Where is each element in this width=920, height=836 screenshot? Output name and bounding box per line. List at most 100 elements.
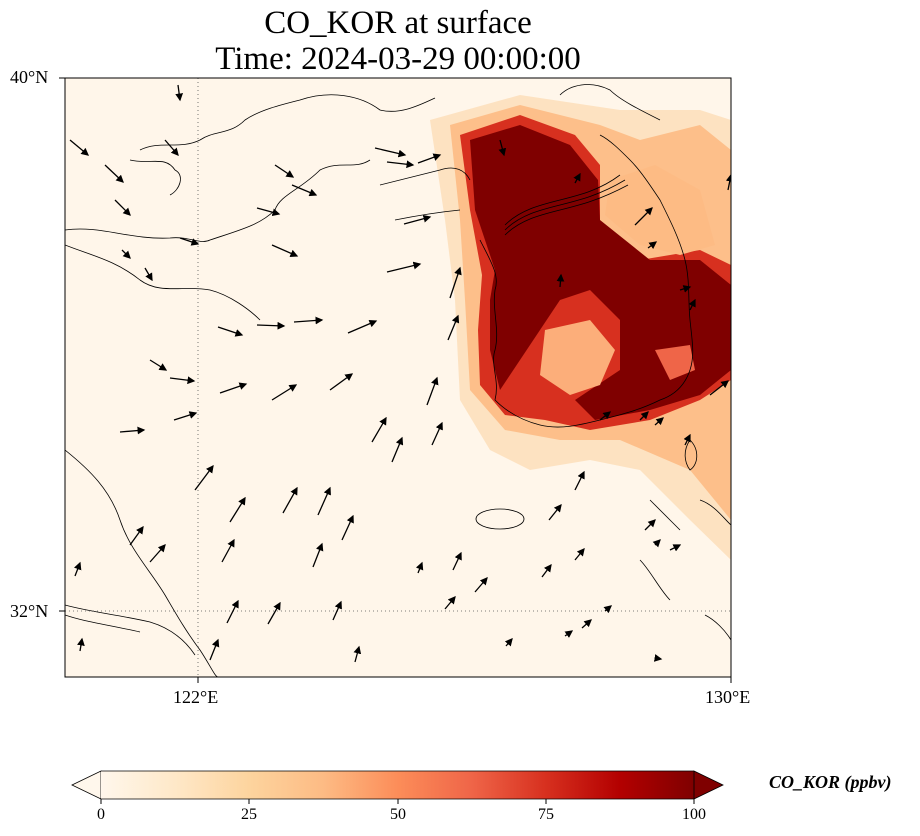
wind-arrow xyxy=(574,547,585,561)
wind-arrow xyxy=(179,237,200,246)
wind-arrow xyxy=(644,519,656,531)
wind-arrow xyxy=(347,319,378,334)
wind-arrow xyxy=(173,411,198,421)
wind-arrow xyxy=(256,207,281,217)
wind-arrow xyxy=(669,544,682,552)
wind-arrow xyxy=(217,326,244,337)
wind-arrow xyxy=(679,285,692,293)
wind-arrow xyxy=(564,630,574,638)
colorbar-gradient xyxy=(101,771,694,799)
wind-arrow xyxy=(574,470,585,491)
wind-arrow xyxy=(164,139,179,156)
wind-arrow xyxy=(104,164,124,183)
wind-arrow xyxy=(653,654,663,662)
wind-arrow xyxy=(426,376,439,406)
wind-arrow xyxy=(291,184,318,197)
axis-ticks xyxy=(59,77,732,683)
wind-arrow xyxy=(599,411,612,421)
coastlines xyxy=(65,84,731,677)
wind-arrow xyxy=(69,139,89,156)
colorbar-tick-25: 25 xyxy=(241,806,257,823)
wind-arrow xyxy=(652,539,661,548)
wind-arrow xyxy=(581,619,592,629)
wind-arrow xyxy=(144,267,153,282)
wind-arrow xyxy=(431,421,443,446)
wind-arrow xyxy=(634,207,653,226)
wind-arrow xyxy=(391,436,404,463)
wind-arrow xyxy=(541,563,552,578)
wind-arrow xyxy=(647,241,658,250)
wind-vectors xyxy=(69,84,731,663)
colorbar-tick-100: 100 xyxy=(682,806,706,823)
wind-arrow xyxy=(149,544,166,563)
wind-arrow xyxy=(194,464,214,491)
wind-arrow xyxy=(603,605,612,614)
wind-arrow xyxy=(474,577,488,593)
wind-arrow xyxy=(709,380,730,396)
wind-arrow xyxy=(121,249,131,259)
wind-arrow xyxy=(452,551,462,571)
wind-arrow xyxy=(271,244,299,257)
wind-arrow xyxy=(444,596,456,610)
wind-arrow xyxy=(353,645,362,663)
wind-arrow xyxy=(374,147,407,158)
wind-arrow xyxy=(417,153,442,164)
wind-arrow xyxy=(229,496,246,523)
wind-arrow xyxy=(77,637,85,652)
wind-arrow xyxy=(169,376,196,385)
wind-arrow xyxy=(329,373,354,391)
colorbar-extend-max xyxy=(693,770,724,800)
wind-arrow xyxy=(386,160,415,169)
wind-arrow xyxy=(449,266,462,299)
wind-arrow xyxy=(654,417,664,426)
wind-arrow xyxy=(548,503,562,521)
wind-arrow xyxy=(149,359,168,371)
gridlines xyxy=(65,78,731,677)
wind-arrow xyxy=(498,139,507,157)
wind-arrow xyxy=(415,561,424,574)
plume-pocket-small xyxy=(655,345,695,380)
colorbar-tick-50: 50 xyxy=(390,806,406,823)
colorbar-tick-0: 0 xyxy=(97,806,105,823)
wind-arrow xyxy=(175,84,184,102)
wind-arrow xyxy=(74,561,82,577)
wind-arrow xyxy=(129,525,144,546)
wind-arrow xyxy=(256,321,286,330)
wind-arrow xyxy=(332,600,342,621)
map-frame xyxy=(64,77,732,678)
wind-arrow xyxy=(371,416,387,443)
wind-arrow xyxy=(226,599,239,624)
wind-arrow xyxy=(447,314,460,341)
map-title-line2: Time: 2024-03-29 00:00:00 xyxy=(215,41,581,77)
plume-pocket-east xyxy=(605,165,715,255)
plume-pocket-south xyxy=(540,320,615,395)
wind-arrow xyxy=(221,538,235,563)
wind-arrow xyxy=(573,172,581,184)
wind-arrow xyxy=(219,382,248,394)
wind-arrow xyxy=(386,261,422,273)
wind-arrow xyxy=(312,542,324,568)
wind-arrow xyxy=(274,164,295,178)
lon-label-130e: 130°E xyxy=(705,687,751,707)
map-title-line1: CO_KOR at surface xyxy=(264,5,532,41)
wind-arrow xyxy=(688,298,696,311)
plume-core xyxy=(470,125,731,420)
lat-label-32n: 32°N xyxy=(10,601,49,621)
wind-arrow xyxy=(639,411,649,421)
lon-label-122e: 122°E xyxy=(173,687,219,707)
wind-arrow xyxy=(271,384,298,401)
colorbar-title: CO_KOR (ppbv) xyxy=(769,772,892,792)
wind-arrow xyxy=(504,638,513,647)
wind-arrow xyxy=(403,214,432,225)
wind-arrow xyxy=(114,199,131,216)
wind-arrow xyxy=(341,514,354,541)
lat-label-40n: 40°N xyxy=(10,67,49,87)
colorbar xyxy=(71,770,724,804)
colorbar-tick-75: 75 xyxy=(538,806,554,823)
wind-arrow xyxy=(556,273,565,288)
wind-arrow xyxy=(267,601,281,625)
wind-arrow xyxy=(209,638,220,661)
colorbar-extend-min xyxy=(71,770,102,800)
wind-arrow xyxy=(293,316,324,325)
